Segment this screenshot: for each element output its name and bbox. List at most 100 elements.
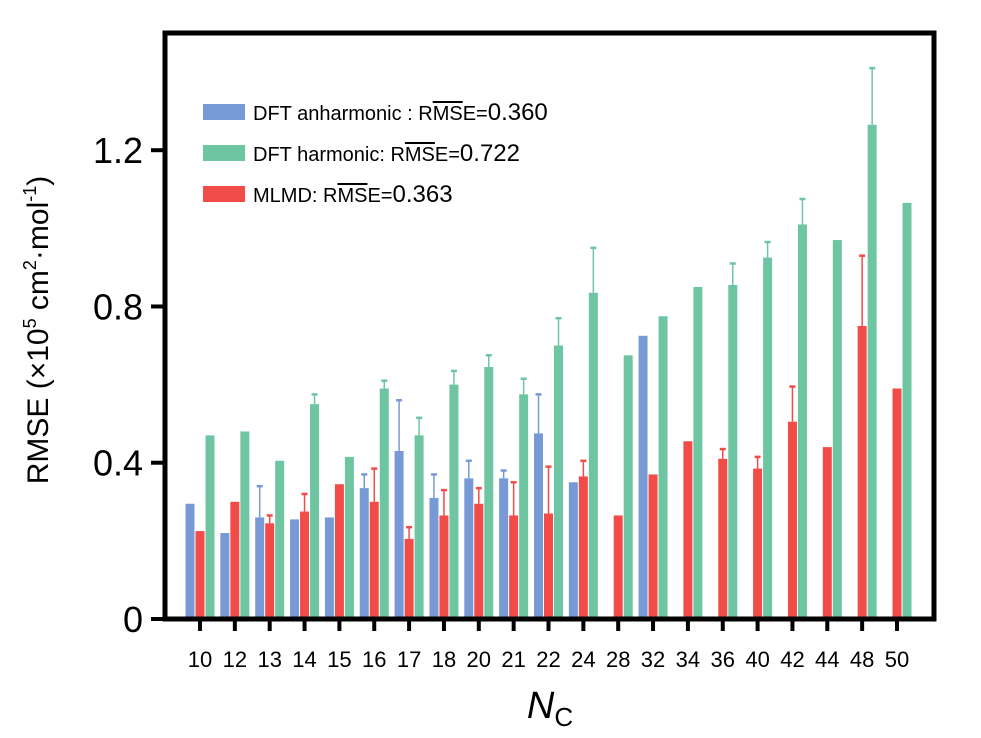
x-tick-label: 20	[467, 647, 491, 672]
error-bar-mlmd-18	[440, 488, 447, 516]
bar-mlmd-42	[787, 421, 797, 619]
bar-mlmd-12	[230, 501, 240, 619]
bar-dft-harmonic-40	[763, 257, 773, 619]
bar-mlmd-21	[509, 515, 519, 619]
bar-dft-anharmonic-15	[324, 517, 334, 619]
x-tick-label: 22	[536, 647, 560, 672]
error-bar-mlmd-14	[301, 492, 308, 512]
bar-dft-harmonic-20	[484, 367, 494, 619]
y-tick-label: 0.4	[93, 443, 143, 484]
bar-mlmd-20	[474, 503, 484, 619]
bar-dft-anharmonic-12	[220, 533, 230, 619]
legend-item-dft-anharmonic: DFT anharmonic : RMSE=0.360	[203, 99, 548, 126]
error-bar-mlmd-13	[266, 514, 273, 524]
error-bar-dft-harmonic-16	[381, 379, 388, 389]
bar-mlmd-14	[300, 511, 310, 619]
bar-dft-harmonic-36	[728, 284, 738, 619]
bar-dft-harmonic-32	[658, 316, 668, 619]
bar-dft-anharmonic-32	[638, 335, 648, 619]
bar-dft-anharmonic-14	[290, 519, 300, 619]
x-tick-label: 36	[711, 647, 735, 672]
bar-dft-anharmonic-20	[464, 478, 474, 619]
error-bar-dft-harmonic-36	[729, 262, 736, 285]
bar-mlmd-44	[822, 447, 832, 619]
error-bar-mlmd-42	[789, 385, 796, 422]
error-bar-dft-harmonic-18	[450, 369, 457, 385]
bars-layer	[185, 124, 912, 620]
error-bars-layer	[256, 66, 876, 539]
bar-mlmd-15	[334, 484, 344, 619]
bar-mlmd-36	[718, 458, 728, 619]
error-bar-dft-harmonic-22	[555, 316, 562, 346]
bar-dft-anharmonic-13	[255, 517, 265, 619]
error-bar-mlmd-21	[510, 481, 517, 516]
bar-mlmd-10	[195, 531, 205, 619]
error-bar-dft-harmonic-21	[520, 377, 527, 395]
error-bar-dft-anharmonic-16	[361, 473, 368, 489]
bar-dft-harmonic-15	[344, 456, 354, 619]
bar-mlmd-16	[369, 501, 379, 619]
bar-dft-anharmonic-18	[429, 497, 439, 619]
legend-swatch-dft-anharmonic	[203, 104, 245, 120]
bar-mlmd-13	[265, 523, 275, 619]
x-tick-label: 42	[780, 647, 804, 672]
bar-dft-harmonic-48	[867, 124, 877, 619]
bar-dft-harmonic-18	[449, 384, 459, 619]
y-tick-label: 0.8	[93, 286, 143, 327]
error-bar-dft-anharmonic-22	[535, 393, 542, 434]
error-bar-dft-anharmonic-21	[500, 469, 507, 479]
error-bar-mlmd-22	[545, 465, 552, 514]
bar-dft-harmonic-17	[414, 435, 424, 619]
legend-item-dft-harmonic: DFT harmonic: RMSE=0.722	[203, 140, 520, 167]
bar-dft-harmonic-14	[310, 404, 320, 619]
bar-dft-harmonic-34	[693, 286, 703, 619]
error-bar-dft-anharmonic-17	[396, 398, 403, 452]
error-bar-mlmd-17	[406, 525, 413, 539]
x-tick-label: 12	[223, 647, 247, 672]
error-bar-mlmd-24	[580, 459, 587, 477]
bar-dft-harmonic-50	[902, 202, 912, 619]
error-bar-mlmd-40	[754, 455, 761, 469]
error-bar-mlmd-20	[475, 486, 482, 504]
x-tick-label: 14	[292, 647, 316, 672]
y-tick-label: 1.2	[93, 130, 143, 171]
x-tick-label: 28	[606, 647, 630, 672]
bar-dft-anharmonic-16	[359, 488, 369, 619]
x-tick-label: 15	[327, 647, 351, 672]
bar-mlmd-17	[404, 538, 414, 619]
bar-dft-anharmonic-17	[394, 451, 404, 619]
bar-mlmd-18	[439, 515, 449, 619]
bar-mlmd-28	[613, 515, 623, 619]
x-tick-label: 10	[188, 647, 212, 672]
legend-swatch-dft-harmonic	[203, 145, 245, 161]
x-tick-label: 50	[885, 647, 909, 672]
x-axis-label: NC	[527, 685, 573, 732]
error-bar-dft-harmonic-20	[485, 354, 492, 368]
error-bar-dft-harmonic-24	[590, 246, 597, 293]
bar-mlmd-40	[753, 468, 763, 619]
bar-mlmd-34	[683, 441, 693, 619]
bar-mlmd-22	[544, 513, 553, 619]
bar-dft-harmonic-13	[275, 460, 285, 619]
legend-label-mlmd: MLMD: RMSE=0.363	[253, 181, 453, 208]
error-bar-dft-harmonic-40	[764, 240, 771, 258]
x-tick-label: 32	[641, 647, 665, 672]
error-bar-dft-harmonic-17	[416, 416, 423, 436]
error-bar-dft-harmonic-14	[311, 393, 318, 405]
legend-label-dft-harmonic: DFT harmonic: RMSE=0.722	[253, 140, 520, 167]
bar-dft-harmonic-28	[623, 355, 633, 619]
y-tick-label: 0	[123, 599, 143, 640]
legend-swatch-mlmd	[203, 186, 245, 202]
x-tick-label: 21	[501, 647, 525, 672]
x-tick-label: 16	[362, 647, 386, 672]
x-tick-label: 48	[850, 647, 874, 672]
error-bar-mlmd-36	[719, 447, 726, 459]
bar-dft-harmonic-21	[519, 394, 529, 619]
x-tick-label: 13	[257, 647, 281, 672]
bar-mlmd-50	[892, 388, 902, 619]
bar-dft-harmonic-42	[797, 224, 807, 619]
bar-mlmd-48	[857, 326, 867, 619]
x-tick-label: 17	[397, 647, 421, 672]
bar-dft-anharmonic-24	[568, 482, 578, 619]
legend-item-mlmd: MLMD: RMSE=0.363	[203, 181, 453, 208]
